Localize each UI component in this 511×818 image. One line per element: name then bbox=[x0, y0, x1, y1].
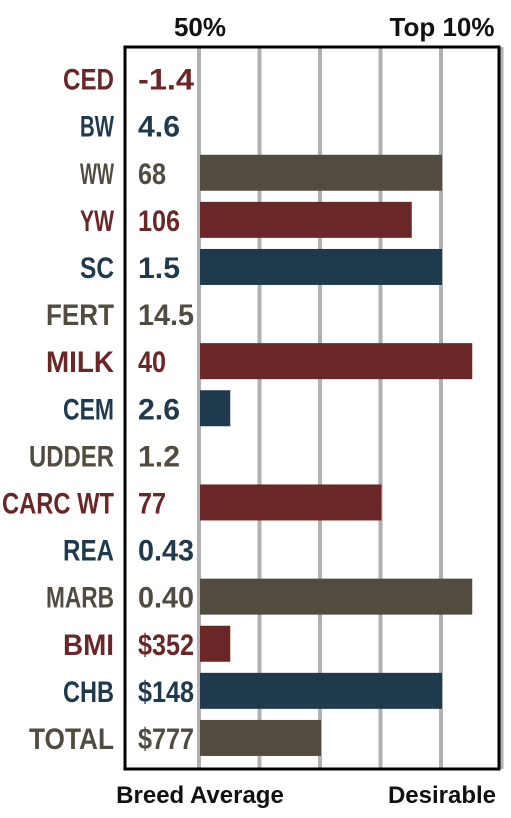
bar bbox=[200, 719, 321, 756]
trait-label: YW bbox=[80, 205, 114, 238]
epd-value-label: 0.43 bbox=[138, 535, 194, 568]
epd-value-label: -1.4 bbox=[138, 64, 194, 97]
top-label-top-10-percent: Top 10% bbox=[390, 12, 495, 42]
trait-label: REA bbox=[63, 535, 114, 568]
trait-label: TOTAL bbox=[29, 723, 114, 756]
epd-value-label: 1.5 bbox=[138, 252, 180, 285]
bar bbox=[200, 625, 231, 662]
trait-label: MARB bbox=[46, 582, 114, 615]
bar bbox=[200, 672, 442, 709]
trait-label: BW bbox=[80, 111, 114, 144]
row-labels: CED -1.4 BW 4.6 WW 68 YW 106 SC 1.5 FERT 14.5 MILK 40… bbox=[2, 64, 194, 756]
epd-value-label: $777 bbox=[138, 723, 194, 756]
bar bbox=[200, 154, 442, 191]
trait-label: FERT bbox=[46, 299, 114, 332]
epd-value-label: 4.6 bbox=[138, 111, 180, 144]
epd-value-label: 14.5 bbox=[138, 299, 194, 332]
bottom-label-breed-average: Breed Average bbox=[116, 782, 284, 809]
top-label-50-percent: 50% bbox=[174, 12, 226, 42]
trait-label: MILK bbox=[46, 346, 114, 379]
bar bbox=[200, 390, 231, 427]
epd-value-label: 77 bbox=[138, 487, 166, 520]
trait-label: BMI bbox=[63, 629, 114, 662]
epd-value-label: 1.2 bbox=[138, 440, 180, 473]
trait-label: CHB bbox=[63, 676, 114, 709]
epd-value-label: 68 bbox=[138, 158, 166, 191]
trait-label: CED bbox=[63, 64, 114, 97]
bar bbox=[200, 484, 382, 521]
bottom-label-desirable: Desirable bbox=[388, 782, 496, 809]
trait-label: CARC WT bbox=[2, 487, 114, 520]
epd-value-label: $148 bbox=[138, 676, 194, 709]
trait-label: SC bbox=[80, 252, 114, 285]
trait-label: UDDER bbox=[29, 440, 114, 473]
bar bbox=[200, 343, 473, 380]
plot-frame bbox=[123, 45, 501, 771]
bar bbox=[200, 578, 473, 615]
trait-label: WW bbox=[80, 158, 114, 191]
epd-value-label: $352 bbox=[138, 629, 194, 662]
epd-value-label: 40 bbox=[138, 346, 166, 379]
bar bbox=[200, 201, 412, 238]
bar bbox=[200, 248, 442, 285]
bars bbox=[200, 154, 473, 756]
epd-value-label: 2.6 bbox=[138, 393, 180, 426]
trait-label: CEM bbox=[63, 393, 114, 426]
epd-value-label: 106 bbox=[138, 205, 180, 238]
epd-value-label: 0.40 bbox=[138, 582, 194, 615]
